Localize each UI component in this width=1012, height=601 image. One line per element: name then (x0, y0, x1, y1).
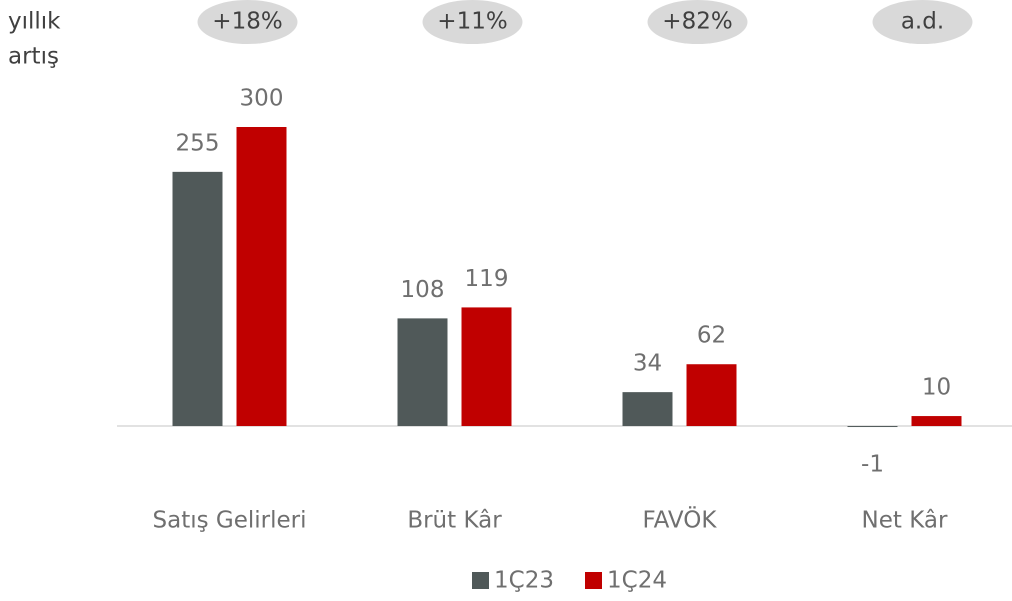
bar (172, 171, 223, 427)
legend-label: 1Ç24 (607, 568, 667, 594)
growth-pill (647, 0, 748, 44)
bar (911, 416, 962, 427)
growth-pill (197, 0, 298, 44)
bar (461, 307, 512, 427)
growth-label: +18% (212, 9, 282, 35)
growth-label: a.d. (901, 9, 944, 35)
x-tick-label: FAVÖK (643, 506, 718, 534)
bar (686, 364, 737, 427)
annotation-label: artış (8, 44, 59, 70)
bar (397, 318, 448, 427)
bar (847, 426, 898, 428)
x-tick-label: Net Kâr (862, 508, 948, 534)
legend-label: 1Ç23 (494, 568, 554, 594)
annotation-label: yıllık (8, 9, 61, 35)
value-label: 119 (465, 266, 509, 292)
legend-swatch (585, 572, 602, 589)
x-tick-label: Satış Gelirleri (153, 508, 307, 534)
value-label: 34 (633, 351, 662, 377)
value-label: 108 (401, 277, 445, 303)
legend-swatch (472, 572, 489, 589)
value-label: 10 (922, 375, 951, 401)
value-label: 300 (240, 86, 284, 112)
growth-label: +11% (437, 9, 507, 35)
bar (622, 392, 673, 427)
value-label: 62 (697, 323, 726, 349)
value-label: -1 (861, 452, 884, 478)
growth-label: +82% (662, 9, 732, 35)
value-label: 255 (176, 130, 220, 156)
x-tick-label: Brüt Kâr (407, 508, 502, 534)
growth-pill (872, 0, 973, 44)
growth-pill (422, 0, 523, 44)
bar (236, 127, 287, 427)
